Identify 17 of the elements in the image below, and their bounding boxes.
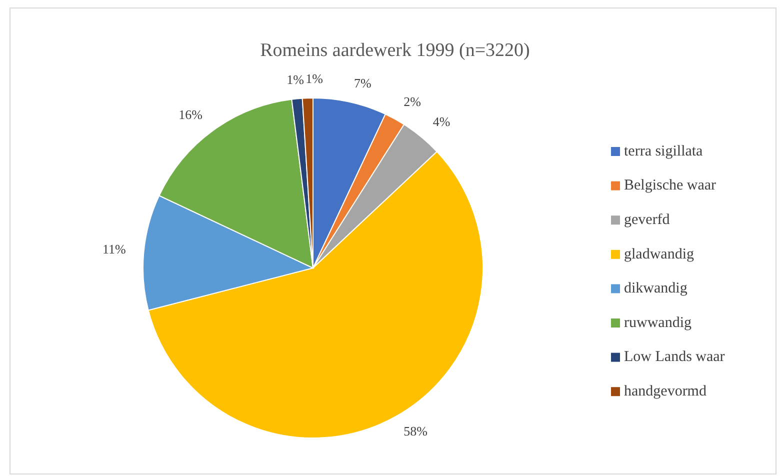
legend-label: dikwandig <box>624 280 688 297</box>
data-label: 11% <box>102 241 126 256</box>
legend-label: Low Lands waar <box>624 349 725 366</box>
data-label: 58% <box>404 424 428 439</box>
data-label: 4% <box>432 114 450 130</box>
legend-label: handgevormd <box>624 384 707 400</box>
legend-label: geverfd <box>624 212 670 228</box>
legend-label: terra sigillata <box>624 143 704 160</box>
legend-label: gladwandig <box>624 246 694 262</box>
data-label: 2% <box>404 94 422 110</box>
legend-label: Belgische waar <box>624 178 716 194</box>
data-label: 1% <box>286 72 304 87</box>
chart-title: Romeins aardewerk 1999 (n=3220) <box>260 40 530 61</box>
data-label: 16% <box>178 106 203 122</box>
data-label: 7% <box>354 76 372 91</box>
data-label: 1% <box>306 71 324 86</box>
legend-label: ruwwandig <box>624 314 692 331</box>
